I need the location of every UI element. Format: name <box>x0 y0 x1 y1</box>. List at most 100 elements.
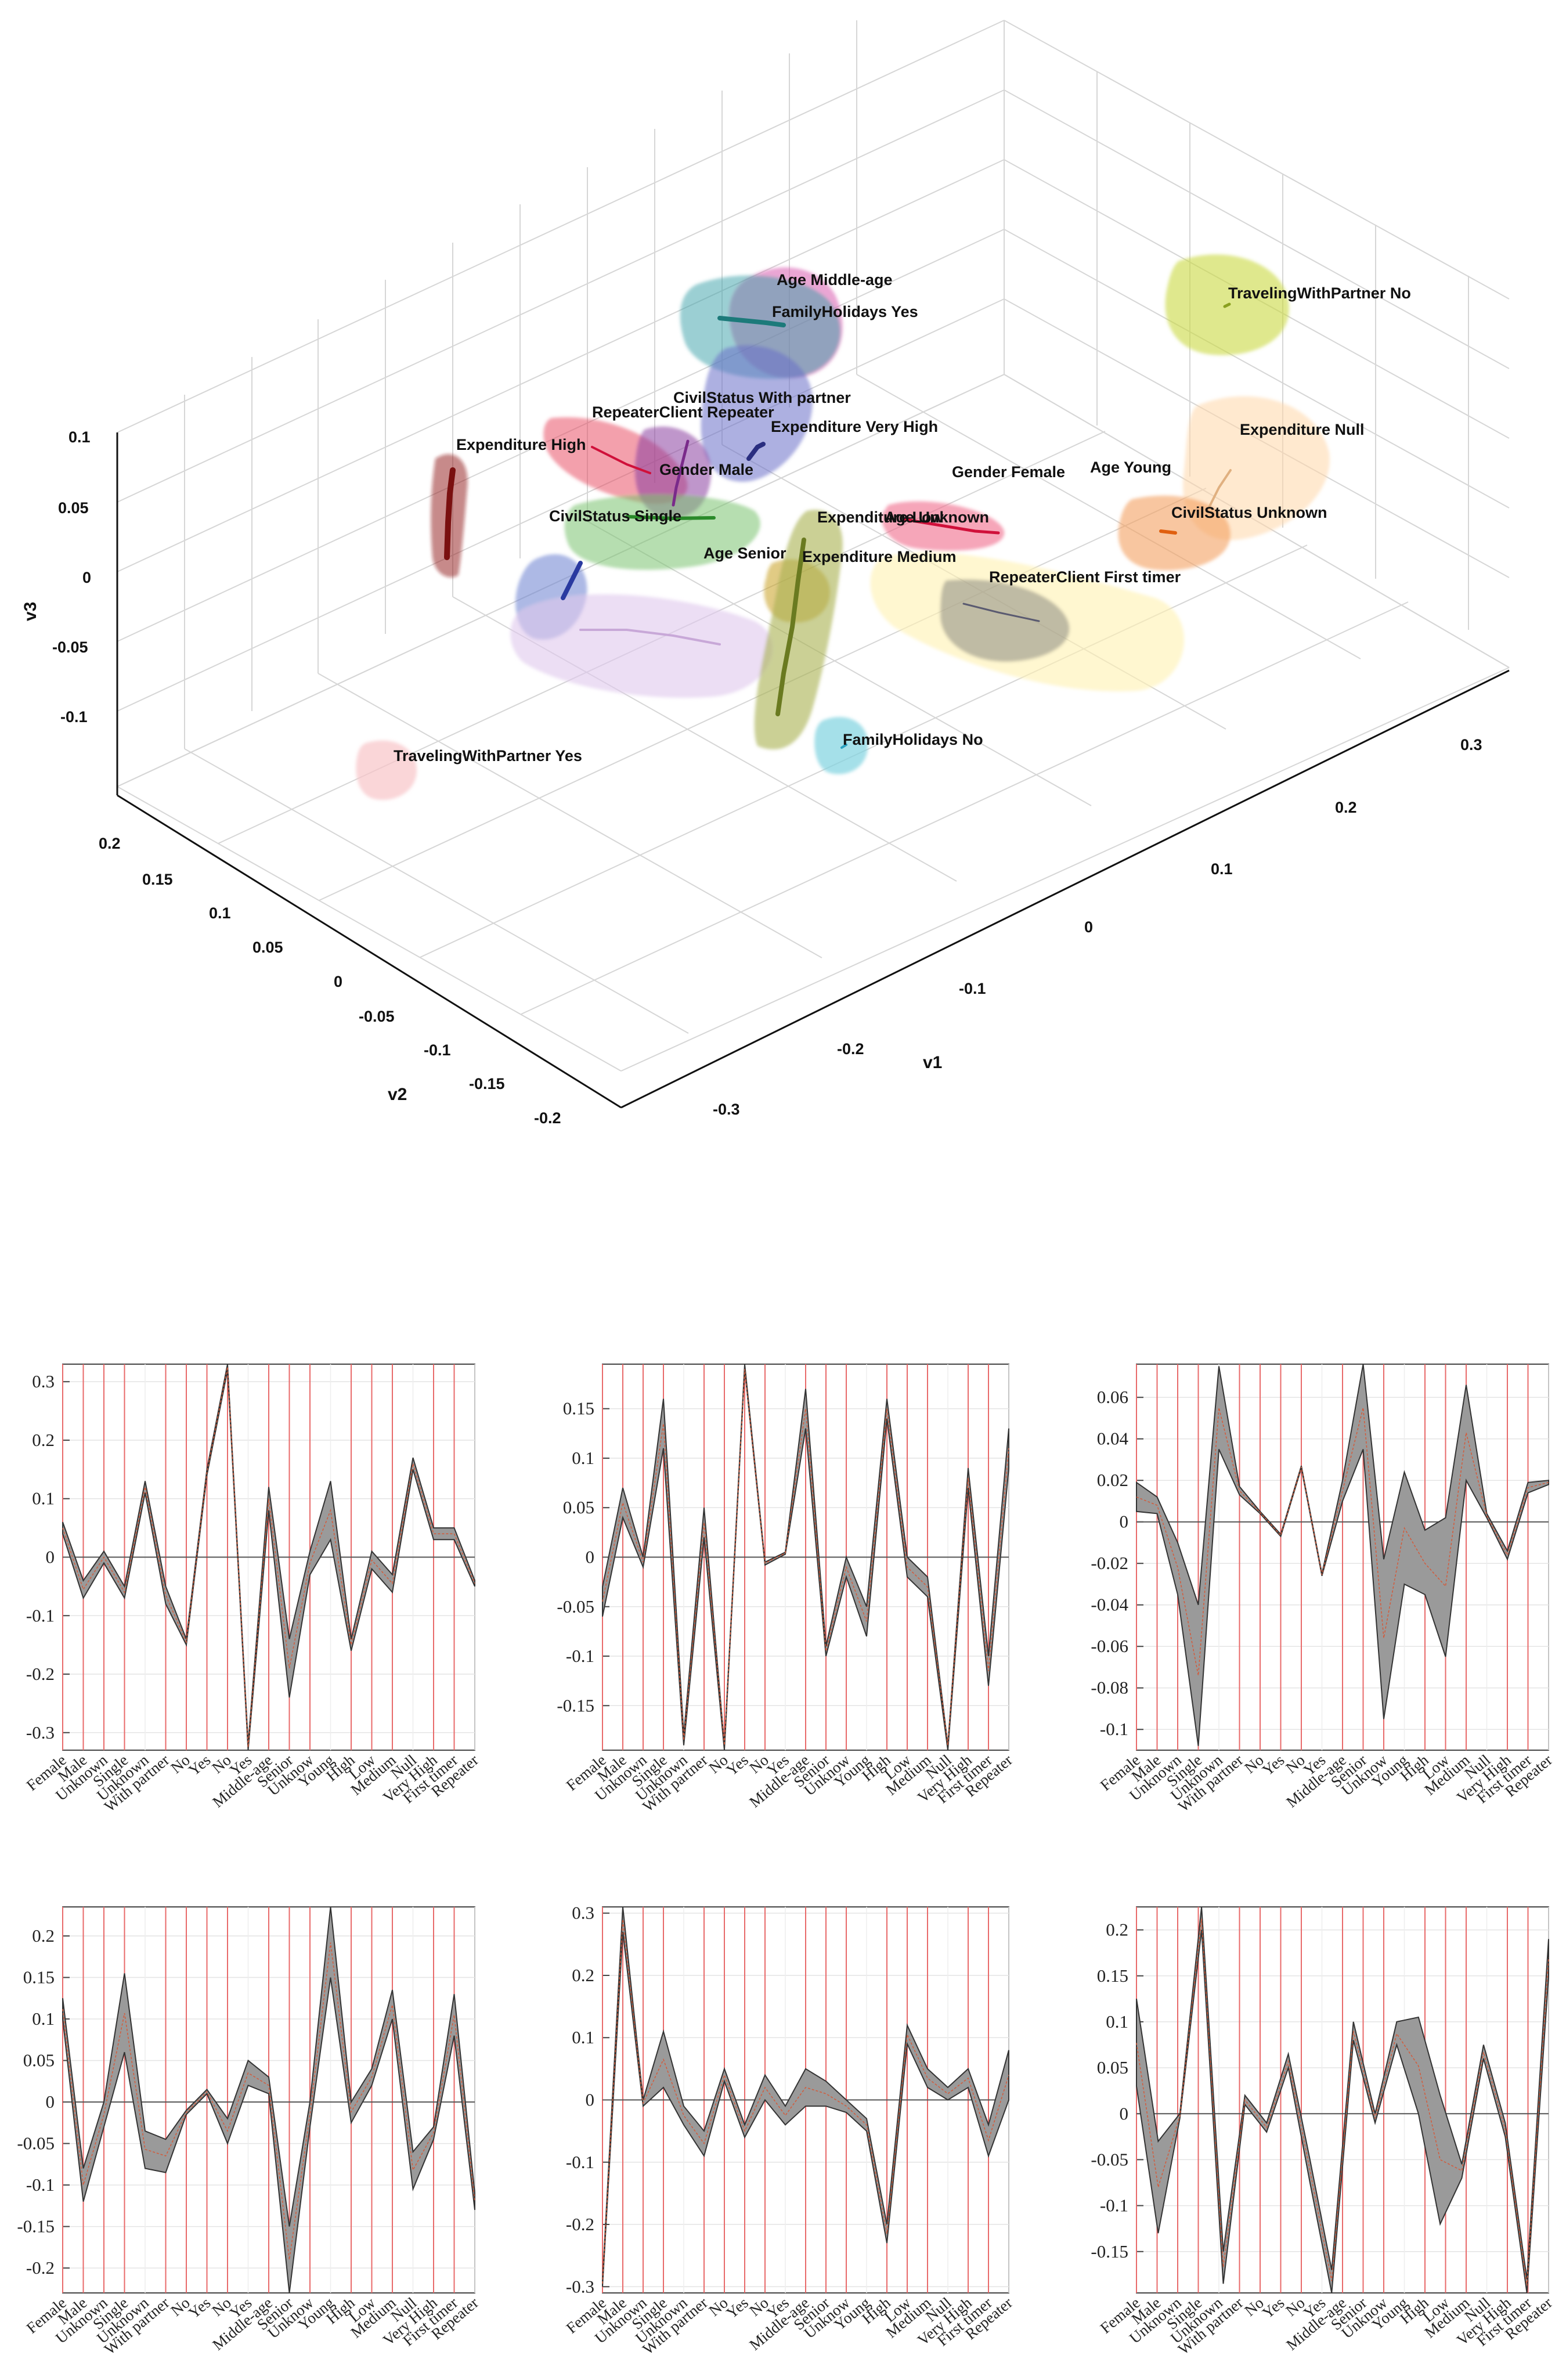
y-tick-label: -0.08 <box>1091 1678 1128 1698</box>
x-tick: 0.3 <box>1460 736 1482 753</box>
label-travelingwithpartner-no: TravelingWithPartner No <box>1228 284 1411 302</box>
trace-expenditure-medium <box>775 538 806 716</box>
y-tick-label: 0.3 <box>572 1903 594 1923</box>
profile-panel-2: -0.15-0.1-0.0500.050.10.15FemaleMaleUnkn… <box>557 1364 1016 1815</box>
mean-line <box>62 1942 475 2260</box>
x-tick: 0 <box>1084 918 1093 936</box>
label-civilstatus-single: CivilStatus Single <box>549 507 681 525</box>
y-tick-label: 0 <box>586 1547 595 1567</box>
y-tick-label: -0.02 <box>1091 1553 1128 1573</box>
z-axis-label: v3 <box>21 602 40 621</box>
cluster-expenditure-medium <box>754 510 843 750</box>
trace-blue-left <box>561 561 583 600</box>
y-tick-label: -0.04 <box>1091 1595 1128 1615</box>
y-tick-label: 0 <box>46 2091 55 2112</box>
cluster-repeaterclient-first-timer <box>940 579 1070 662</box>
y-tick: -0.05 <box>359 1008 395 1025</box>
x-tick: 0.2 <box>1335 799 1357 816</box>
label-expenditure-medium: Expenditure Medium <box>802 548 957 565</box>
y-tick-label: -0.15 <box>17 2216 55 2237</box>
profile-panel-3: -0.1-0.08-0.06-0.04-0.0200.020.040.06Fem… <box>1091 1364 1556 1815</box>
y-tick-label: 0 <box>46 1547 55 1567</box>
trace-gender-female <box>904 518 1000 535</box>
y-tick-label: 0.05 <box>23 2050 55 2071</box>
panel-grid: -0.3-0.2-0.100.10.20.3FemaleMaleUnknownS… <box>17 1364 1556 2358</box>
label-civilstatus-unknown: CivilStatus Unknown <box>1171 504 1327 521</box>
y-tick-label: -0.15 <box>1091 2241 1128 2262</box>
label-familyholidays-yes: FamilyHolidays Yes <box>772 303 918 320</box>
y-tick-label: 0.15 <box>1097 1966 1128 1986</box>
y-tick: -0.1 <box>424 1041 451 1059</box>
label-gender-female: Gender Female <box>952 463 1065 481</box>
cluster-travelingwithpartner-yes <box>356 740 417 800</box>
trace-expenditure-high <box>591 446 651 474</box>
y-tick-label: 0.04 <box>1097 1429 1129 1449</box>
y-axis-ticks: 0.2 0.15 0.1 0.05 0 -0.05 -0.1 -0.15 -0.… <box>99 835 561 1127</box>
x-tick: -0.1 <box>959 980 986 997</box>
x-tick: -0.3 <box>713 1101 740 1118</box>
mean-line <box>62 1366 475 1748</box>
label-age-young: Age Young <box>1090 459 1171 476</box>
clusters <box>356 254 1330 800</box>
trace-civilstatus-single <box>625 515 716 521</box>
cluster-familyholidays-no <box>814 717 868 774</box>
y-tick-label: 0 <box>586 2090 595 2110</box>
z-tick: -0.05 <box>52 639 88 656</box>
y-tick: -0.2 <box>534 1109 561 1127</box>
y-tick-label: 0.06 <box>1097 1387 1128 1407</box>
confidence-band <box>1136 1364 1549 1746</box>
y-tick-label: 0.15 <box>23 1967 55 1988</box>
x-axis-label: v1 <box>923 1053 942 1072</box>
y-tick-label: 0 <box>1120 2103 1129 2123</box>
label-travelingwithpartner-yes: TravelingWithPartner Yes <box>394 747 582 765</box>
cluster-civilstatus-single <box>564 494 760 570</box>
confidence-band <box>602 1364 1009 1751</box>
label-expenditure-high: Expenditure High <box>456 436 586 453</box>
y-tick-label: 0.2 <box>572 1965 594 1985</box>
y-tick-label: -0.3 <box>566 2276 594 2296</box>
z-axis-ticks: 0.1 0.05 0 -0.05 -0.1 v3 <box>21 428 91 726</box>
label-age-unknown: Age Unknown <box>885 509 989 526</box>
y-tick-label: -0.1 <box>1100 2195 1128 2216</box>
y-tick-label: -0.1 <box>26 1605 55 1625</box>
profile-panel-5: -0.3-0.2-0.100.10.20.3FemaleMaleUnknownS… <box>563 1903 1016 2358</box>
axes-3d <box>116 432 1510 1109</box>
y-tick-label: -0.1 <box>566 2152 594 2172</box>
confidence-band <box>602 1906 1009 2287</box>
y-tick-label: -0.2 <box>26 1664 55 1684</box>
trace-age-unknown <box>579 629 721 646</box>
label-age-senior: Age Senior <box>703 544 786 562</box>
cluster-civilstatus-with-partner <box>701 345 813 482</box>
y-tick-label: -0.3 <box>26 1722 55 1743</box>
y-tick-label: -0.05 <box>557 1596 594 1617</box>
cluster-expenditure-null <box>1183 396 1330 540</box>
label-gender-male: Gender Male <box>659 461 753 478</box>
y-tick-label: 0 <box>1120 1512 1129 1532</box>
label-repeaterclient-first-timer: RepeaterClient First timer <box>989 568 1181 586</box>
confidence-band <box>62 1906 475 2294</box>
z-tick: 0.1 <box>68 428 91 446</box>
confidence-band <box>1136 1906 1549 2294</box>
scatter3d-plot: 0.1 0.05 0 -0.05 -0.1 v3 0.2 0.15 0.1 0.… <box>21 20 1510 1127</box>
y-tick-label: 0.1 <box>572 1448 594 1468</box>
cluster-age-unknown <box>510 594 773 698</box>
y-tick-label: 0.1 <box>32 2008 55 2029</box>
y-tick-label: -0.2 <box>26 2258 55 2278</box>
y-tick-label: 0.1 <box>572 2027 594 2047</box>
y-tick-label: 0.02 <box>1097 1470 1128 1490</box>
trace-civilstatus-unknown <box>1159 529 1177 535</box>
y-tick-label: -0.1 <box>566 1646 594 1666</box>
profile-panel-1: -0.3-0.2-0.100.10.20.3FemaleMaleUnknownS… <box>23 1364 482 1815</box>
y-tick-label: 0.05 <box>1097 2057 1128 2078</box>
trace-familyholidays-no <box>840 744 847 749</box>
y-tick: 0.1 <box>209 904 231 922</box>
y-tick-label: -0.06 <box>1091 1636 1128 1656</box>
y-tick-label: 0.1 <box>1106 2011 1128 2032</box>
z-tick: -0.1 <box>60 708 88 726</box>
y-tick: 0.15 <box>142 871 173 888</box>
mean-line <box>602 1369 1009 1746</box>
y-tick-label: -0.2 <box>566 2214 594 2234</box>
point-traces <box>444 302 1232 749</box>
trace-expenditure-high-left <box>444 467 456 560</box>
